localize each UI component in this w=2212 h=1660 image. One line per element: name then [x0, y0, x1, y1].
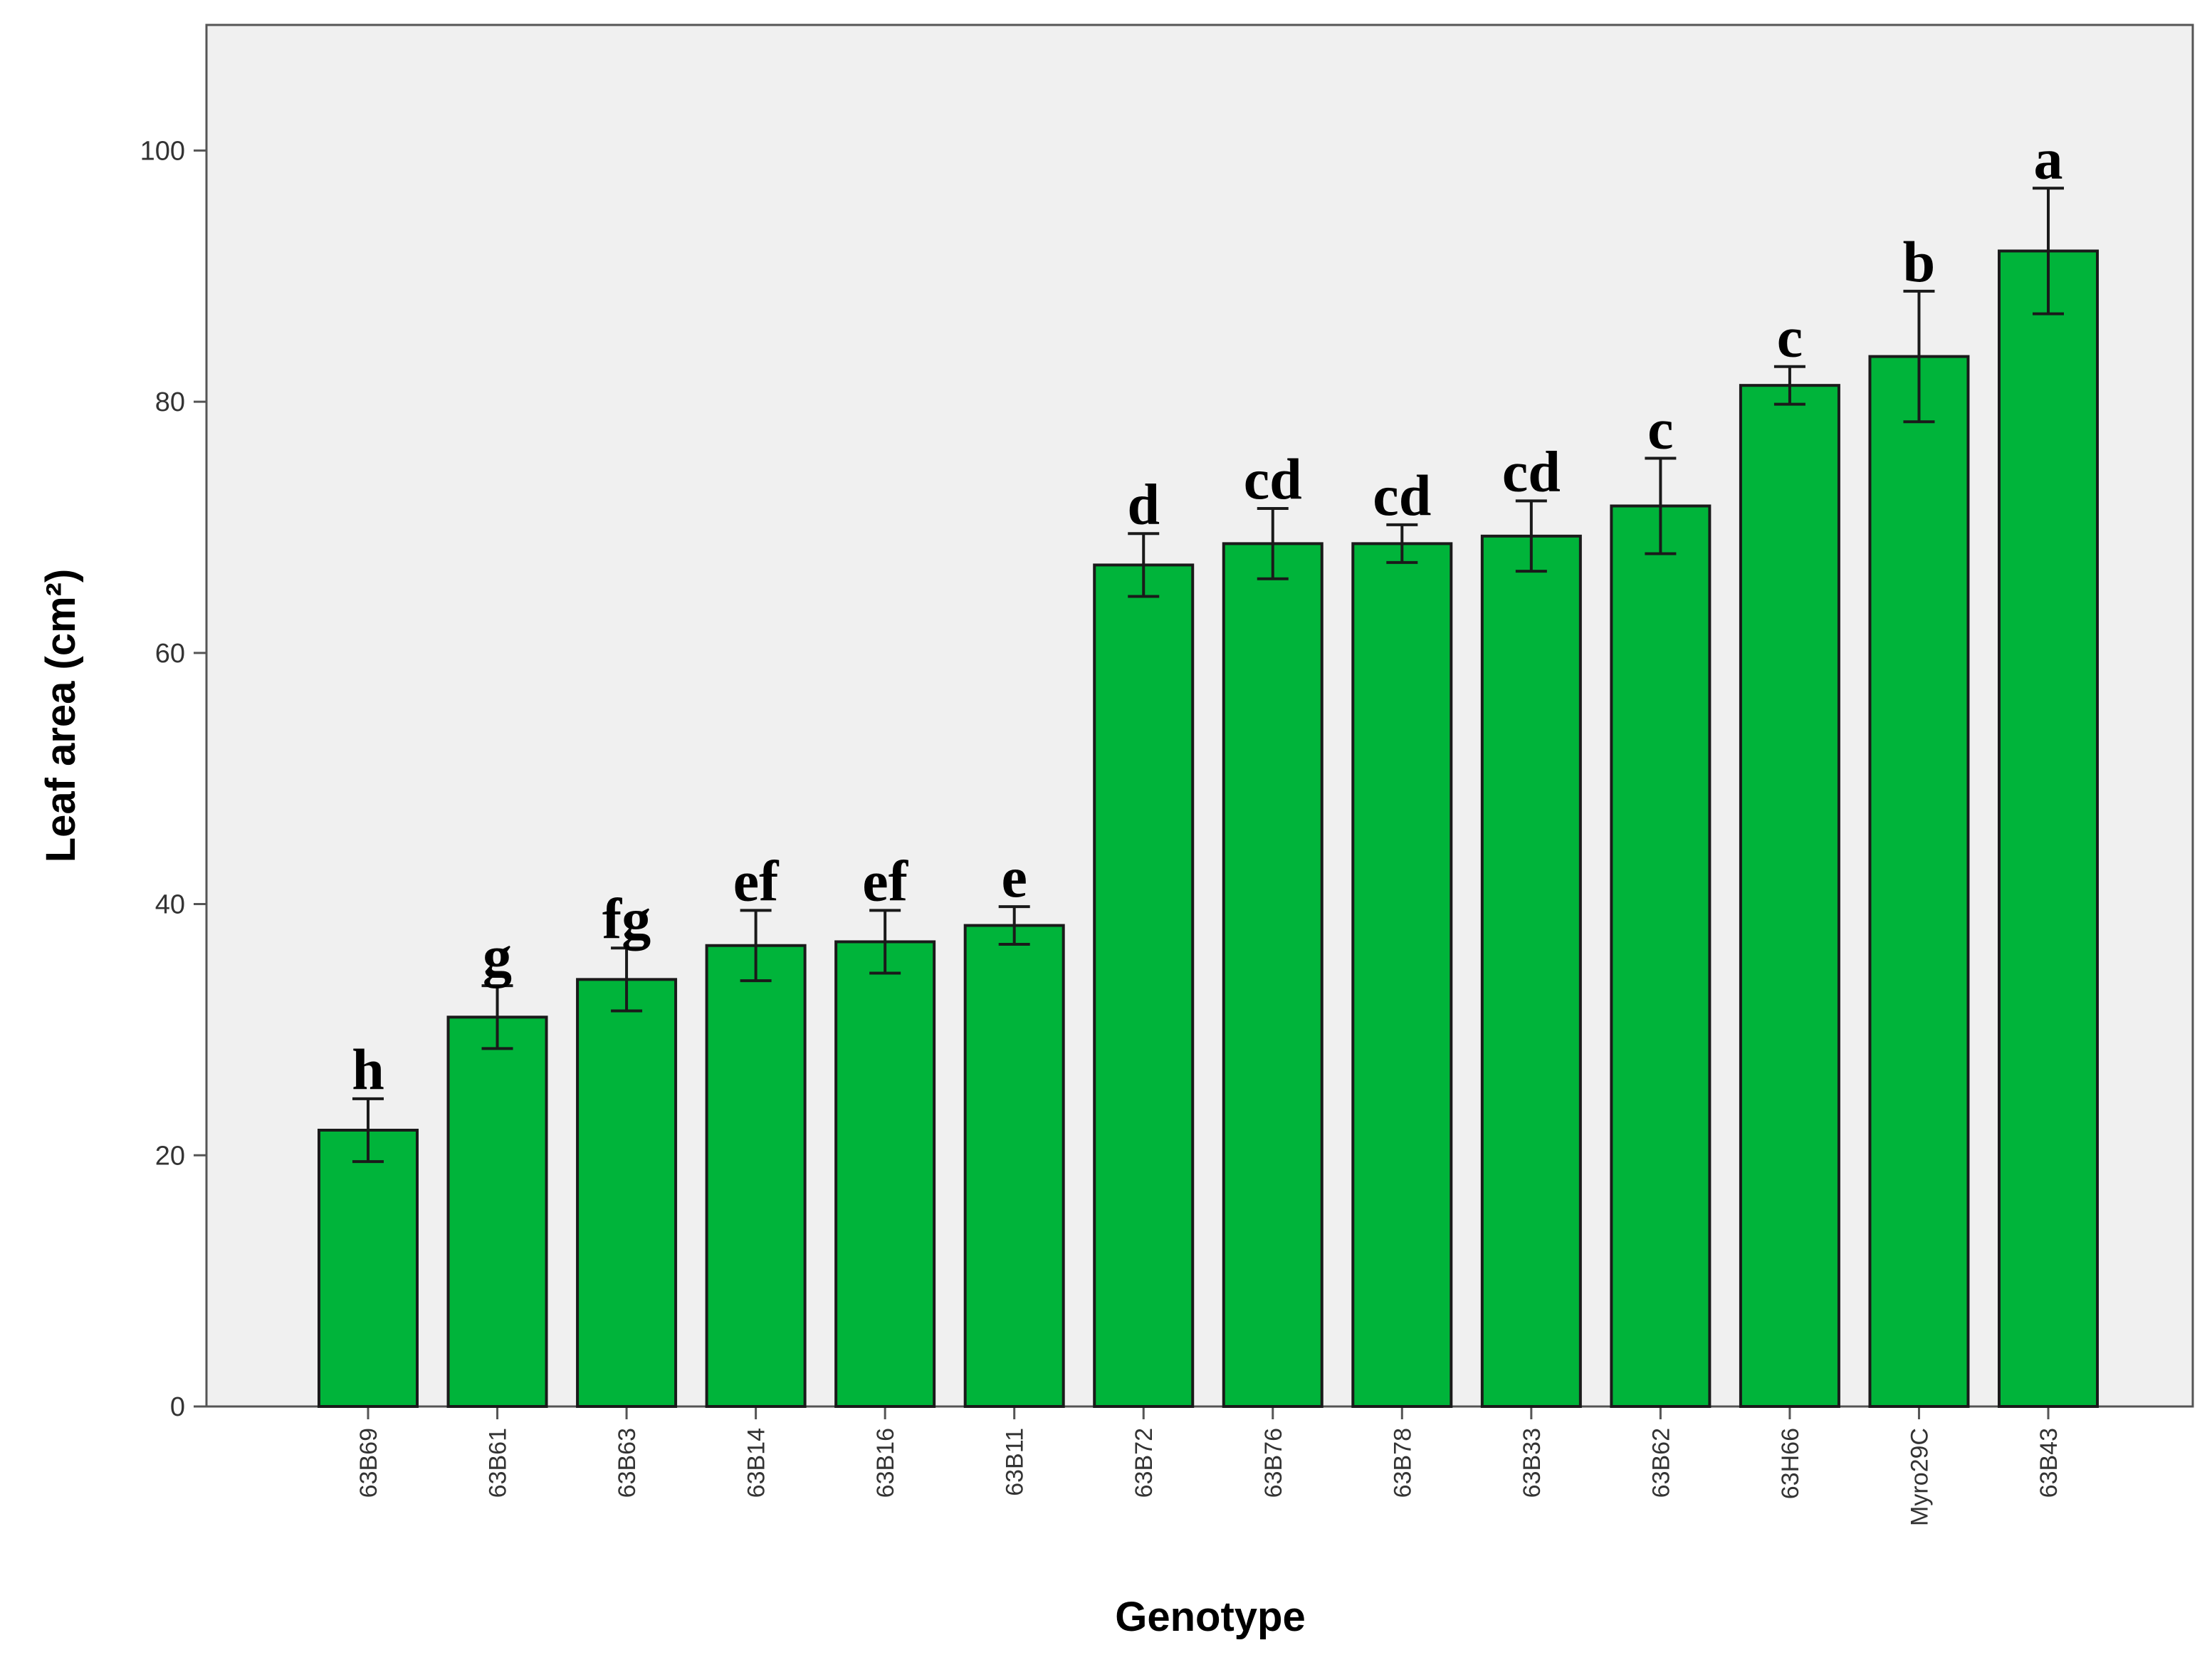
significance-letter: cd	[1373, 463, 1431, 528]
significance-letters: h g fg ef ef e d cd cd cd c c b a	[352, 126, 2062, 1102]
error-bar	[998, 905, 1030, 946]
bars	[318, 249, 2099, 1409]
significance-letter: g	[483, 924, 512, 988]
error-bar	[740, 909, 772, 983]
x-tick-label: 63B61	[485, 1428, 512, 1498]
significance-letter: e	[1001, 845, 1027, 909]
y-tick-label: 0	[170, 1392, 185, 1422]
bar	[1868, 355, 1970, 1409]
significance-letter: cd	[1244, 447, 1302, 511]
significance-letter: ef	[862, 848, 908, 913]
x-tick-label: 63B69	[355, 1428, 382, 1498]
y-axis: 0 20 40 60 80 100	[140, 136, 206, 1422]
x-tick-label: 63B14	[743, 1428, 770, 1498]
x-tick-label: 63B62	[1647, 1428, 1674, 1498]
x-tick-label: 63B11	[1002, 1428, 1029, 1496]
bar	[1093, 563, 1195, 1408]
error-bars	[352, 187, 2064, 1164]
y-tick-label: 80	[155, 387, 185, 417]
x-tick-label: 63B78	[1389, 1428, 1416, 1498]
bar	[1739, 384, 1840, 1408]
error-bar	[352, 1097, 384, 1164]
error-bar	[869, 909, 901, 975]
y-tick-label: 60	[155, 639, 185, 669]
bar	[1998, 249, 2099, 1408]
y-tick-label: 100	[140, 136, 185, 166]
significance-letter: fg	[602, 886, 651, 951]
error-bar	[1645, 456, 1677, 555]
x-tick-label: 63B72	[1131, 1428, 1158, 1498]
bar	[1480, 534, 1582, 1408]
x-tick-label: 63H66	[1777, 1428, 1804, 1499]
error-bar	[1773, 365, 1805, 406]
significance-letter: b	[1903, 229, 1936, 294]
significance-letter: h	[352, 1037, 384, 1102]
bar	[834, 940, 936, 1409]
bar	[1351, 542, 1453, 1408]
bar	[318, 1129, 419, 1408]
error-bar	[1386, 523, 1418, 564]
bar	[576, 978, 678, 1408]
bar	[963, 924, 1065, 1408]
y-axis-label: Leaf area (cm²)	[38, 569, 84, 863]
error-bar	[1515, 499, 1547, 573]
significance-letter: d	[1127, 471, 1160, 536]
bar	[446, 1016, 548, 1408]
bar	[705, 944, 807, 1408]
x-tick-label: 63B43	[2035, 1428, 2062, 1498]
bar	[1610, 504, 1712, 1408]
x-axis-label: Genotype	[1115, 1594, 1306, 1640]
error-bar	[1128, 532, 1160, 598]
significance-letter: c	[1777, 305, 1803, 370]
bar	[1222, 542, 1323, 1408]
error-bar	[481, 984, 513, 1050]
error-bar	[2033, 187, 2064, 315]
x-tick-label: 63B16	[872, 1428, 899, 1498]
x-tick-label: 63B33	[1519, 1428, 1546, 1498]
error-bar	[1257, 507, 1289, 580]
x-axis: 63B69 63B61 63B63 63B14 63B16 63B11 63B72 63B76…	[355, 1406, 2062, 1526]
error-bar	[611, 946, 643, 1013]
x-tick-label: Myro29C	[1906, 1428, 1933, 1526]
y-tick-label: 40	[155, 890, 185, 920]
significance-letter: c	[1647, 396, 1673, 461]
significance-letter: a	[2034, 126, 2063, 191]
error-bar	[1903, 289, 1935, 424]
x-tick-label: 63B76	[1260, 1428, 1287, 1498]
significance-letter: cd	[1502, 439, 1561, 503]
significance-letter: ef	[733, 848, 780, 913]
y-tick-label: 20	[155, 1141, 185, 1171]
x-tick-label: 63B63	[614, 1428, 641, 1498]
